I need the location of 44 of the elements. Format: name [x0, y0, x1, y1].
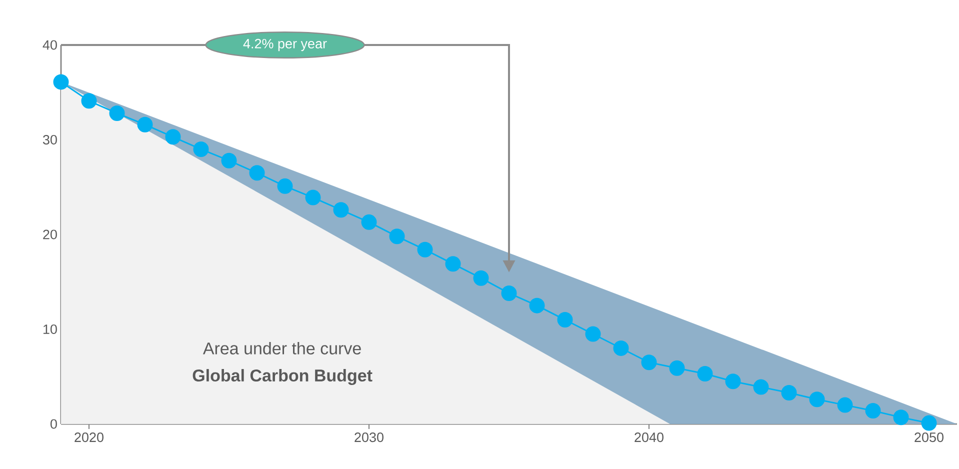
point	[333, 202, 349, 218]
annotation: 4.2% per year	[243, 38, 327, 52]
point	[361, 214, 377, 230]
point	[137, 116, 153, 132]
point	[697, 366, 713, 382]
point	[109, 105, 125, 121]
annotation: Global Carbon Budget	[192, 369, 372, 385]
point	[221, 152, 237, 168]
point	[725, 374, 741, 390]
point	[809, 392, 825, 408]
point	[53, 74, 69, 90]
point	[445, 256, 461, 272]
point	[417, 242, 433, 258]
annotation: Area under the curve	[202, 342, 361, 354]
point	[249, 165, 265, 181]
y-tick-label: 40	[42, 40, 57, 50]
point	[277, 178, 293, 194]
y-tick-label: 10	[43, 324, 57, 334]
x-tick-label: 2040	[634, 432, 664, 442]
y-tick-label: 0	[50, 419, 57, 429]
x-tick-label: 2030	[354, 432, 384, 442]
point	[921, 415, 937, 431]
point	[865, 402, 881, 418]
point	[837, 397, 853, 413]
x-tick-label: 2050	[914, 432, 944, 442]
point	[305, 190, 321, 206]
point	[473, 270, 489, 286]
point	[753, 379, 769, 395]
point	[641, 354, 657, 370]
point	[557, 312, 573, 328]
point	[781, 384, 797, 400]
point	[669, 360, 685, 376]
x-tick-label: 2020	[74, 432, 104, 442]
point	[893, 410, 909, 426]
point	[501, 285, 517, 301]
point	[81, 93, 97, 109]
point	[193, 141, 209, 157]
y-tick-label: 20	[43, 230, 57, 240]
point	[585, 326, 601, 342]
point	[389, 228, 405, 244]
point	[165, 129, 181, 145]
y-tick-label: 30	[42, 134, 57, 145]
point	[529, 298, 545, 314]
point	[613, 340, 629, 356]
